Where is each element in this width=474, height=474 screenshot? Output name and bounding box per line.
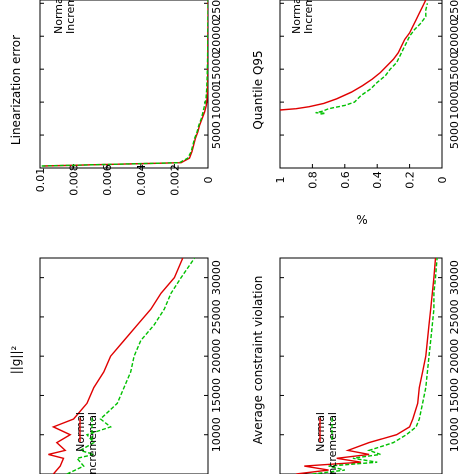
- y-tick-label: 0.006: [101, 164, 114, 196]
- x-tick-label: 10000: [448, 85, 461, 120]
- series-line-normal: [296, 258, 437, 474]
- series-line-normal: [280, 0, 427, 111]
- x-tick-label: 10000: [448, 417, 461, 452]
- y-tick-label: 0.004: [135, 164, 148, 196]
- y-tick-label: 0.2: [404, 171, 417, 189]
- x-tick-label: 15000: [210, 378, 223, 413]
- y-tick-label: 0.01: [34, 168, 47, 193]
- x-tick-label: 10000: [210, 417, 223, 452]
- chart-panel-gradient: 10000 15000 20000 25000 30000 ||g||² NormalInc…: [9, 257, 223, 474]
- legend-label: Incremental: [326, 412, 339, 474]
- legend-label: Incremental: [86, 412, 99, 474]
- x-tick-label: 20000: [448, 19, 461, 54]
- y-tick-label: 1: [274, 177, 287, 184]
- y-tick-label: 0.6: [339, 171, 352, 189]
- y-tick-label: 0.008: [68, 164, 81, 196]
- x-tick-label: 5000: [448, 121, 461, 149]
- chart-title: ||g||²: [9, 346, 23, 375]
- plot-frame: [279, 257, 443, 474]
- chart-title: Quantile Q95: [251, 50, 265, 129]
- plot-frame: [279, 0, 443, 169]
- x-tick-label: 15000: [448, 52, 461, 87]
- series-line-incremental: [41, 0, 208, 167]
- y-tick-label: 0.8: [306, 171, 319, 189]
- x-tick-label: 20000: [210, 19, 223, 54]
- x-tick-label: 30000: [210, 260, 223, 295]
- chart-title: Linearization error: [9, 35, 23, 145]
- legend-label: Normal: [52, 0, 65, 34]
- x-tick-label: 10000: [210, 85, 223, 120]
- chart-panel-constraint: 10000 15000 20000 25000 30000 Average constra…: [251, 257, 461, 474]
- y-tick-label: 0.002: [168, 164, 181, 196]
- x-tick-label: 20000: [210, 339, 223, 374]
- x-tick-label: 25000: [210, 299, 223, 334]
- x-tick-label: 15000: [448, 378, 461, 413]
- series-line-incremental: [66, 258, 196, 474]
- series-line-incremental: [315, 3, 429, 115]
- series-line-normal: [43, 0, 208, 167]
- x-tick-label: 5000: [210, 121, 223, 149]
- plot-frame: [39, 257, 209, 474]
- series-line-incremental: [312, 258, 438, 474]
- legend-label: Incremental: [64, 0, 77, 34]
- y-axis-label: %: [356, 213, 367, 227]
- x-tick-label: 30000: [448, 260, 461, 295]
- legend-label: Normal: [290, 0, 303, 34]
- y-tick-label: 0: [436, 177, 449, 184]
- x-tick-label: 25000: [210, 0, 223, 21]
- x-tick-label: 25000: [448, 0, 461, 21]
- x-tick-label: 20000: [448, 339, 461, 374]
- x-tick-label: 15000: [210, 52, 223, 87]
- series-line-normal: [48, 258, 184, 474]
- x-tick-label: 25000: [448, 299, 461, 334]
- chart-title: Average constraint violation: [251, 276, 265, 445]
- legend-label: Incremental: [302, 0, 315, 34]
- y-tick-label: 0.4: [371, 171, 384, 189]
- y-tick-label: 0: [202, 177, 215, 184]
